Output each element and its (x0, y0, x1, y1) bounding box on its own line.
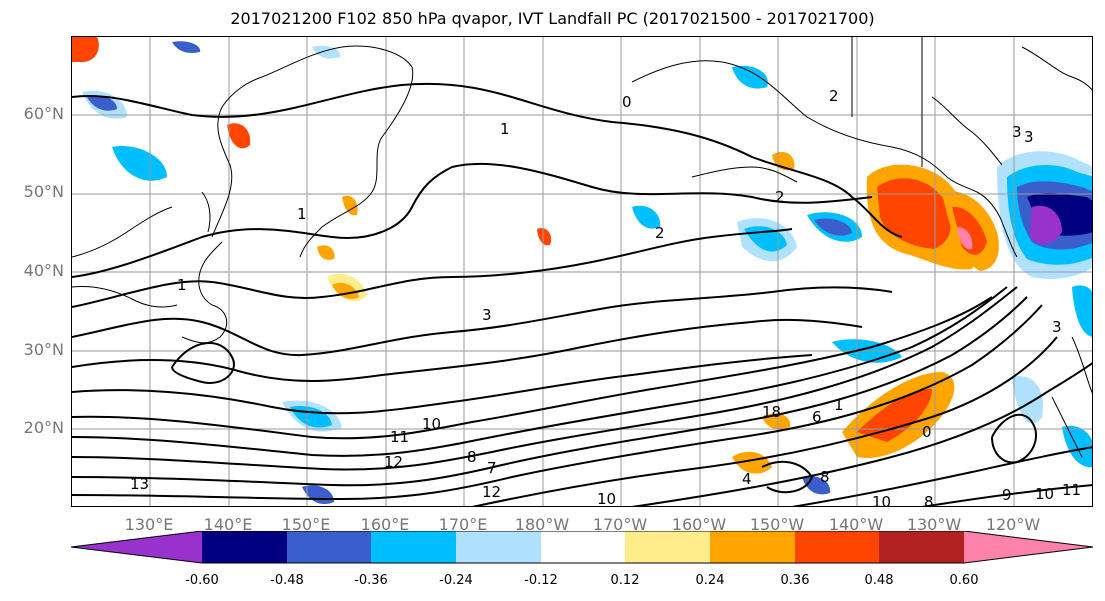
lon-label-120w: 120°W (985, 515, 1041, 534)
contour-label: 3 (1052, 318, 1062, 336)
lat-label-30n: 30°N (23, 340, 64, 359)
colorbar-seg-9 (879, 531, 964, 563)
contour-label: 10 (597, 490, 616, 507)
contour-label: 2 (655, 224, 665, 242)
lon-label-180w: 180°W (514, 515, 570, 534)
contour-label: 3 (1012, 123, 1022, 141)
colorbar-tick-label: -0.60 (185, 573, 219, 588)
colorbar-seg-0 (71, 531, 202, 563)
lon-label-140e: 140°E (203, 515, 253, 534)
colorbar-tick-label: 0.36 (780, 573, 810, 588)
contour-label: 0 (622, 93, 632, 111)
contour-label: 11 (1062, 481, 1081, 499)
lon-label-140w: 140°W (828, 515, 884, 534)
contour-label: 1 (500, 120, 510, 138)
contour-label: 10 (1035, 485, 1054, 503)
colorbar-tick-label: 0.48 (864, 573, 894, 588)
colorbar-seg-1 (202, 531, 287, 563)
lat-label-40n: 40°N (23, 261, 64, 280)
map-panel: 0 1 2 2 2 3 1 1 3 13 12 11 10 18 10 8 7 … (71, 36, 1093, 507)
contour-label: 8 (820, 468, 830, 486)
contour-label: 3 (1024, 128, 1034, 146)
contour-label: 4 (742, 470, 752, 488)
lon-label-130e: 130°E (124, 515, 174, 534)
anomaly-fills (72, 37, 1092, 505)
lon-label-130w: 130°W (906, 515, 962, 534)
colorbar-seg-10 (964, 531, 1093, 563)
colorbar-tick-label: -0.12 (524, 573, 558, 588)
contour-label: 6 (812, 408, 822, 426)
plot-title: 2017021200 F102 850 hPa qvapor, IVT Land… (230, 9, 875, 28)
lon-label-160e: 160°E (360, 515, 410, 534)
lon-label-160w: 160°W (671, 515, 727, 534)
colorbar-tick-label: 0.12 (610, 573, 640, 588)
contour-label: 3 (482, 306, 492, 324)
lon-label-150e: 150°E (281, 515, 331, 534)
contour-label: 1 (834, 396, 844, 414)
contour-label: 8 (924, 493, 934, 507)
colorbar-seg-5 (541, 531, 625, 563)
contour-label: 12 (384, 453, 403, 471)
contour-label: 2 (829, 87, 839, 105)
contour-label: 11 (390, 428, 409, 446)
colorbar-tick-label: 0.24 (695, 573, 725, 588)
colorbar-tick-label: -0.48 (270, 573, 304, 588)
contour-label: 7 (487, 459, 497, 477)
contour-label: 8 (467, 448, 477, 466)
colorbar (70, 531, 1094, 564)
contour-label: 12 (482, 483, 501, 501)
colorbar-tick-label: 0.60 (949, 573, 979, 588)
colorbar-seg-6 (625, 531, 710, 563)
colorbar-seg-7 (710, 531, 795, 563)
colorbar-outline (70, 531, 1094, 564)
colorbar-seg-2 (287, 531, 371, 563)
contour-label: 1 (177, 276, 187, 294)
lon-label-170w: 170°W (592, 515, 648, 534)
lat-label-50n: 50°N (23, 182, 64, 201)
lat-label-20n: 20°N (23, 418, 64, 437)
colorbar-seg-3 (371, 531, 456, 563)
contour-label: 0 (922, 423, 932, 441)
colorbar-seg-4 (456, 531, 541, 563)
contour-label: 10 (422, 415, 441, 433)
contour-label: 1 (297, 205, 307, 223)
colorbar-tick-label: -0.24 (439, 573, 473, 588)
colorbar-tick-label: -0.36 (354, 573, 388, 588)
lat-label-60n: 60°N (23, 104, 64, 123)
qvapor-contours (72, 82, 1092, 506)
contour-label: 9 (1002, 486, 1012, 504)
graticule (72, 37, 1092, 506)
lon-label-170e: 170°E (438, 515, 488, 534)
contour-label: 18 (762, 403, 781, 421)
lon-label-150w: 150°W (749, 515, 805, 534)
contour-label: 13 (130, 475, 149, 493)
contour-label: 2 (775, 188, 785, 206)
contour-label: 10 (872, 493, 891, 507)
colorbar-seg-8 (795, 531, 879, 563)
